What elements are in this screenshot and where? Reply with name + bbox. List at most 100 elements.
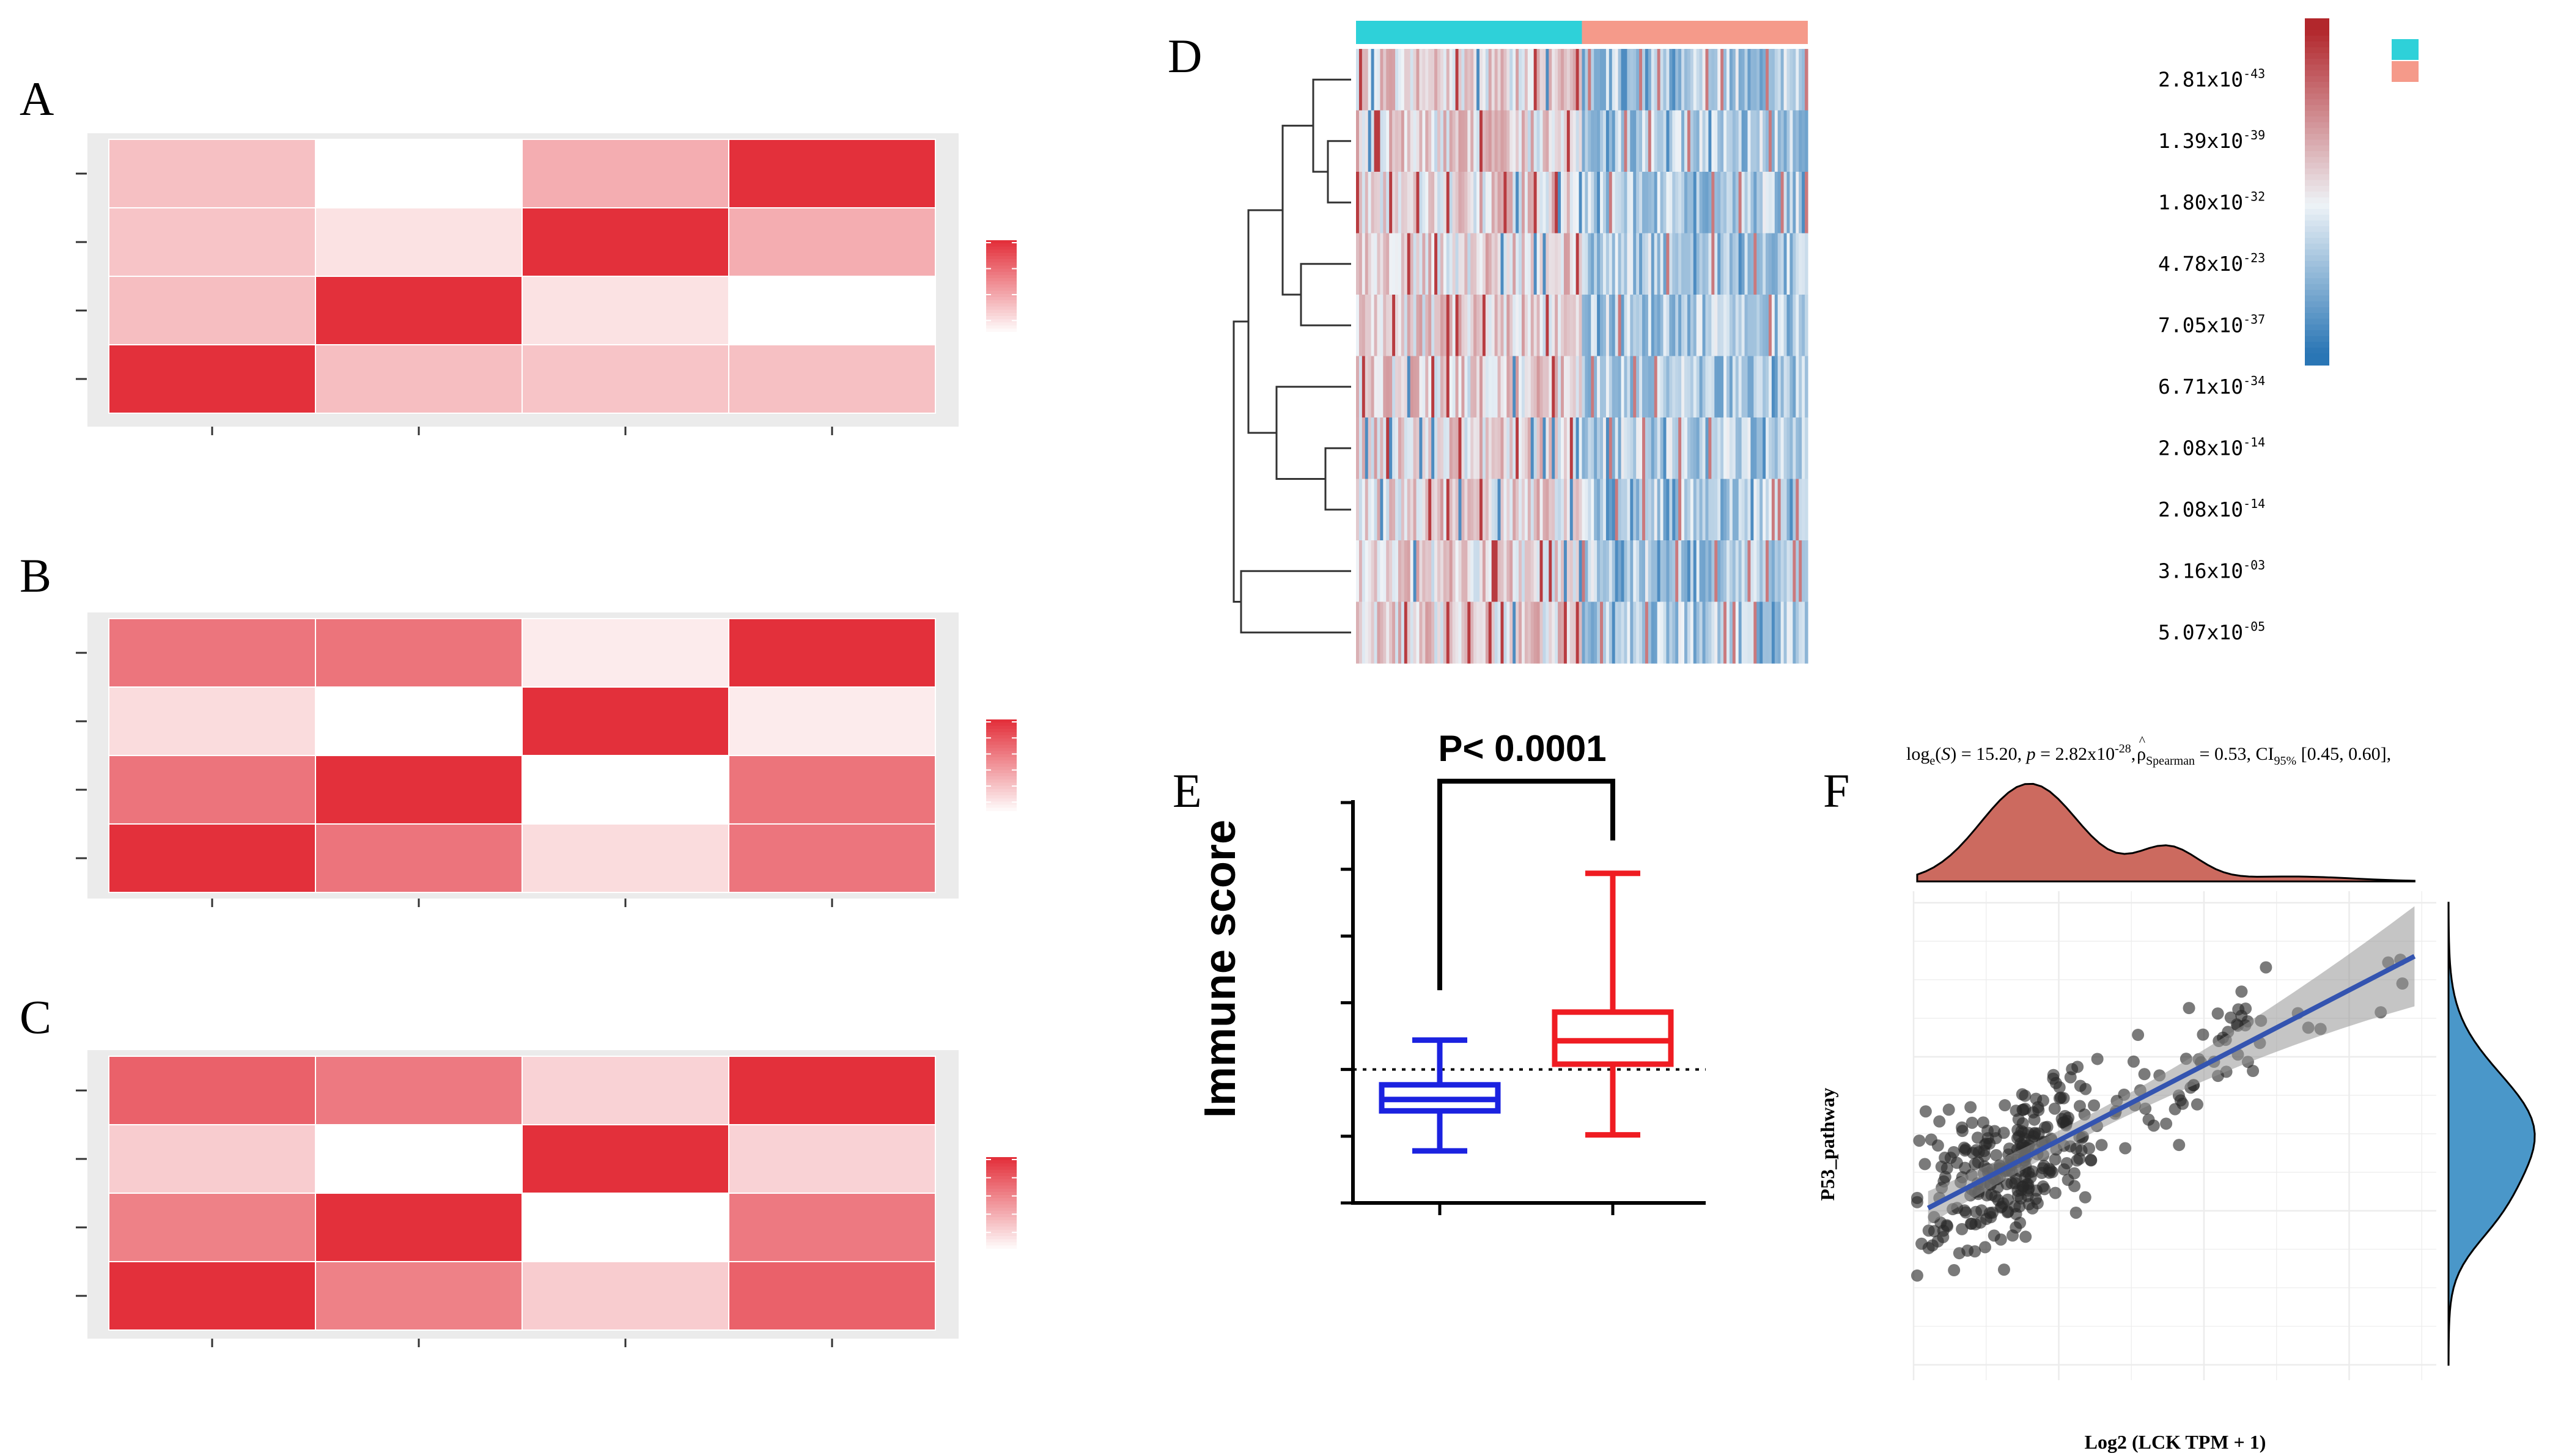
heatmap-stripe: [1539, 356, 1544, 418]
legend-swatch: [986, 767, 1017, 771]
heatmap-stripe: [1777, 356, 1782, 418]
heatmap-stripe: [1410, 479, 1414, 541]
legend-swatch: [986, 303, 1017, 307]
heatmap-stripe: [1569, 49, 1574, 111]
heatmap-stripe: [1666, 110, 1670, 172]
heatmap-stripe: [1579, 479, 1583, 541]
heatmap-stripe: [1566, 233, 1571, 295]
heatmap-stripe: [1386, 233, 1390, 295]
heatmap-stripe: [1789, 49, 1793, 111]
heatmap-stripe: [1744, 49, 1749, 111]
heatmap-stripe: [1371, 601, 1375, 664]
heatmap-stripe: [1407, 356, 1411, 418]
heatmap-stripe: [1539, 417, 1544, 480]
heatmap-stripe: [1368, 233, 1372, 295]
heatmap-stripe: [1714, 601, 1718, 664]
heatmap-stripe: [1624, 417, 1627, 480]
heatmap-stripe: [1404, 601, 1408, 664]
heatmap-stripe: [1516, 172, 1519, 234]
heatmap-stripe: [1741, 233, 1745, 295]
heatmap-stripe: [1365, 601, 1369, 664]
color-scale-swatch: [2305, 24, 2329, 31]
heatmap-stripe: [1777, 172, 1782, 234]
heatmap-stripe: [1558, 540, 1561, 603]
heatmap-stripe: [1702, 540, 1706, 603]
heatmap-stripe: [1747, 479, 1751, 541]
heatmap-stripe: [1763, 295, 1766, 357]
heatmap-stripe: [1407, 295, 1411, 357]
color-scale-swatch: [2305, 81, 2329, 89]
heatmap-stripe: [1425, 110, 1429, 172]
heatmap-stripe: [1684, 540, 1688, 603]
heatmap-stripe: [1747, 49, 1751, 111]
heatmap-stripe: [1594, 172, 1597, 234]
legend-swatch: [986, 770, 1017, 774]
heatmap-stripe: [1756, 172, 1760, 234]
heatmap-stripe: [1549, 601, 1552, 664]
heatmap-stripe: [1796, 417, 1799, 480]
scatter-point: [1919, 1105, 1932, 1118]
heatmap-stripe: [1470, 356, 1474, 418]
heatmap-stripe: [1705, 417, 1709, 480]
scatter-point: [2032, 1127, 2045, 1140]
heatmap-stripe: [1383, 540, 1387, 603]
scatter-point: [2053, 1081, 2066, 1094]
scatter-point: [2038, 1183, 2051, 1196]
p-value-label: 1.80x10-32: [2158, 189, 2265, 214]
heatmap-stripe: [1434, 417, 1438, 480]
color-scale-swatch: [2305, 122, 2329, 129]
heatmap-stripe: [1476, 356, 1480, 418]
heatmap-stripe: [1783, 356, 1788, 418]
heatmap-stripe: [1591, 172, 1594, 234]
heatmap-stripe: [1768, 601, 1772, 664]
heatmap-stripe: [1597, 110, 1601, 172]
panel-letter-a: A: [20, 72, 54, 125]
heatmap-stripe: [1392, 417, 1396, 480]
panel-letter-e: E: [1173, 764, 1202, 817]
heatmap-cell: [315, 755, 523, 825]
p-value-label: 4.78x10-23: [2158, 251, 2265, 276]
legend-swatch: [986, 1163, 1017, 1167]
heatmap-stripe: [1521, 295, 1525, 357]
heatmap-stripe: [1488, 601, 1492, 664]
color-scale-swatch: [2305, 336, 2329, 343]
heatmap-stripe: [1642, 233, 1646, 295]
legend-swatch: [986, 773, 1017, 777]
heatmap-stripe: [1621, 233, 1625, 295]
heatmap-stripe: [1467, 110, 1471, 172]
heatmap-stripe: [1630, 417, 1634, 480]
heatmap-stripe: [1681, 233, 1685, 295]
heatmap-stripe: [1383, 356, 1387, 418]
heatmap-stripe: [1756, 356, 1760, 418]
heatmap-stripe: [1672, 601, 1676, 664]
heatmap-stripe: [1398, 233, 1402, 295]
heatmap-stripe: [1699, 479, 1703, 541]
heatmap-stripe: [1763, 110, 1766, 172]
heatmap-stripe: [1777, 540, 1782, 603]
heatmap-stripe: [1425, 295, 1429, 357]
heatmap-stripe: [1491, 601, 1495, 664]
heatmap-stripe: [1771, 479, 1775, 541]
heatmap-stripe: [1527, 417, 1531, 480]
heatmap-stripe: [1497, 295, 1502, 357]
scatter-point: [2068, 1180, 2081, 1193]
heatmap-stripe: [1642, 110, 1646, 172]
heatmap-stripe: [1470, 295, 1474, 357]
heatmap-stripe: [1714, 356, 1718, 418]
heatmap-stripe: [1473, 601, 1477, 664]
heatmap-stripe: [1618, 417, 1622, 480]
heatmap-stripe: [1738, 110, 1742, 172]
heatmap-stripe: [1735, 233, 1739, 295]
heatmap-stripe: [1377, 295, 1381, 357]
heatmap-stripe: [1563, 295, 1568, 357]
heatmap-stripe: [1594, 49, 1597, 111]
f-stats-p-exp: -28: [2115, 742, 2131, 756]
heatmap-stripe: [1657, 295, 1661, 357]
p-value-exponent: -03: [2243, 557, 2265, 572]
heatmap-stripe: [1458, 417, 1462, 480]
heatmap-stripe: [1657, 417, 1661, 480]
heatmap-stripe: [1555, 601, 1558, 664]
heatmap-stripe: [1750, 479, 1754, 541]
heatmap-stripe: [1654, 49, 1658, 111]
heatmap-stripe: [1482, 49, 1486, 111]
